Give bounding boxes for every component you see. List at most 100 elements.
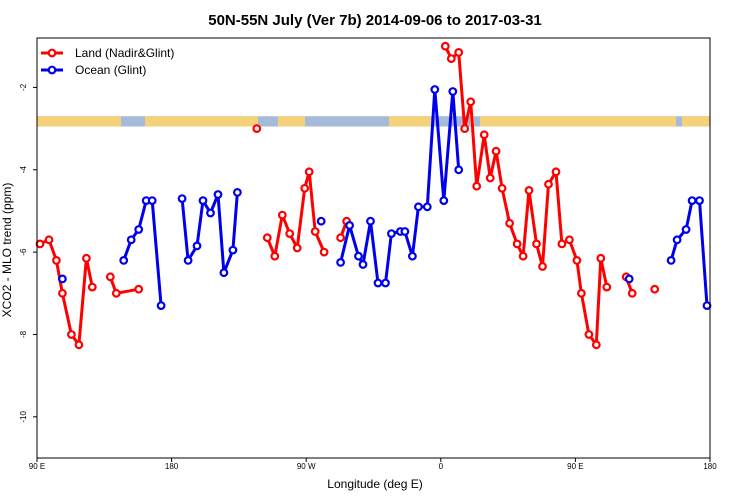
data-point <box>479 130 489 140</box>
x-tick-label: 90 W <box>297 462 316 471</box>
legend-land-label: Land (Nadir&Glint) <box>75 46 174 60</box>
data-point <box>300 183 310 193</box>
data-point <box>366 216 375 226</box>
data-point <box>485 173 495 183</box>
data-point <box>87 282 97 292</box>
data-point <box>58 288 67 298</box>
data-point <box>206 208 215 218</box>
data-point <box>518 251 528 261</box>
legend-land-marker <box>47 48 57 58</box>
data-point <box>358 260 368 269</box>
data-point <box>232 187 242 197</box>
x-tick-label: 180 <box>703 462 717 471</box>
data-point <box>400 227 410 236</box>
data-point <box>624 274 634 284</box>
data-point <box>460 124 470 134</box>
data-point <box>681 225 691 234</box>
data-point <box>454 165 464 175</box>
data-point <box>572 256 582 265</box>
series-line <box>443 45 609 347</box>
data-point <box>446 54 456 63</box>
x-tick-label: 90 E <box>29 462 45 471</box>
data-point <box>387 229 396 239</box>
data-point <box>319 247 329 257</box>
data-point <box>219 268 229 278</box>
land-ocean-band <box>37 116 710 127</box>
data-point <box>466 97 476 107</box>
data-point <box>551 167 561 177</box>
data-point <box>66 330 76 339</box>
data-point <box>577 288 586 298</box>
data-point <box>126 235 136 245</box>
data-point <box>532 239 541 249</box>
data-point <box>74 340 84 350</box>
data-point <box>285 229 295 239</box>
data-point <box>695 196 704 206</box>
data-point <box>35 239 45 249</box>
data-point <box>512 239 522 249</box>
y-tick-label: -2 <box>19 83 28 91</box>
data-point <box>198 196 208 206</box>
data-point <box>228 245 238 255</box>
series-line <box>669 199 709 306</box>
data-point <box>373 278 383 288</box>
band-land-span <box>480 116 676 127</box>
data-point <box>524 185 534 195</box>
band-land-span <box>389 116 431 127</box>
data-point <box>491 146 501 156</box>
data-point <box>292 243 302 253</box>
data-point <box>565 235 574 245</box>
band-ocean <box>37 116 710 127</box>
data-point <box>252 124 262 134</box>
data-point <box>557 239 567 249</box>
data-point <box>666 256 676 265</box>
legend-ocean-label: Ocean (Glint) <box>75 63 146 77</box>
data-point <box>505 218 515 228</box>
data-point <box>354 251 363 261</box>
data-point <box>105 272 115 282</box>
data-point <box>440 41 450 51</box>
chart-title: 50N-55N July (Ver 7b) 2014-09-06 to 2017… <box>208 12 542 29</box>
x-axis-label: Longitude (deg E) <box>327 477 422 491</box>
data-point <box>134 284 144 294</box>
data-point <box>336 258 346 267</box>
x-tick-label: 180 <box>165 462 179 471</box>
y-tick-label: -8 <box>19 330 28 338</box>
data-point <box>134 225 144 234</box>
data-point <box>454 48 464 57</box>
data-point <box>472 181 482 191</box>
series-1 <box>58 85 712 311</box>
data-point <box>58 274 67 284</box>
data-point <box>316 216 326 226</box>
plot-frame <box>36 37 711 459</box>
data-point <box>544 179 553 189</box>
data-point <box>310 227 320 236</box>
data-point <box>270 251 280 261</box>
data-point <box>414 202 423 212</box>
series-layer <box>35 41 712 350</box>
data-point <box>627 288 637 298</box>
data-point <box>422 202 432 212</box>
data-point <box>304 167 314 177</box>
data-point <box>336 233 346 243</box>
data-point <box>147 196 157 206</box>
data-point <box>430 85 440 94</box>
data-point <box>177 194 187 204</box>
data-point <box>81 253 91 263</box>
data-point <box>538 262 547 271</box>
data-point <box>448 87 458 96</box>
legend-ocean-marker <box>47 65 57 75</box>
data-point <box>591 340 601 350</box>
data-point <box>277 210 287 220</box>
y-tick-label: -4 <box>19 166 28 174</box>
band-land-span <box>145 116 258 127</box>
data-point <box>183 256 193 265</box>
data-point <box>213 190 223 199</box>
data-point <box>702 301 712 311</box>
data-point <box>408 251 417 261</box>
y-axis-label: XCO2 - MLO trend (ppm) <box>0 183 14 318</box>
legend: Land (Nadir&Glint) Ocean (Glint) <box>41 46 174 77</box>
data-point <box>687 196 697 206</box>
axes: 90 E 180 90 W 0 90 E 180 -2 -4 -6 -8 -10 <box>19 83 717 471</box>
